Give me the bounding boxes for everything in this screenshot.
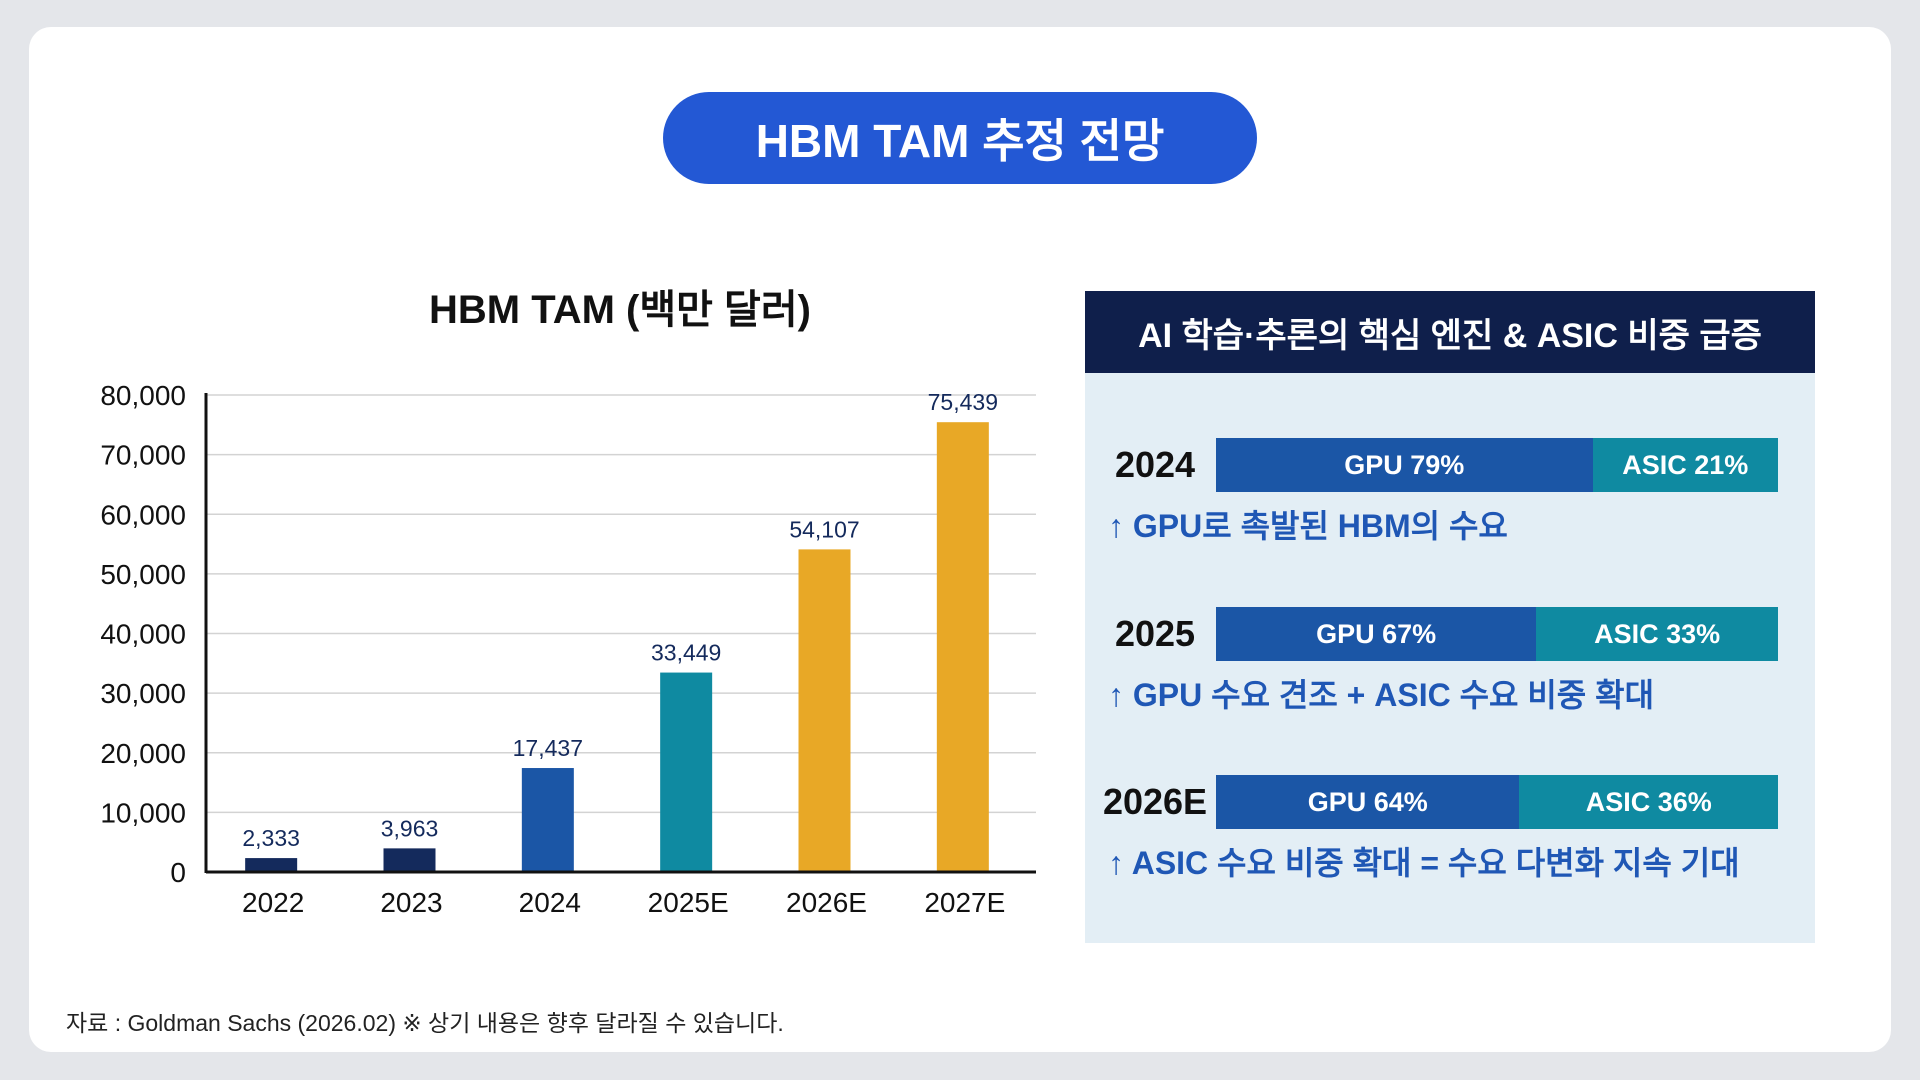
data-label: 33,449 <box>651 640 721 666</box>
gpu-segment: GPU 79% <box>1216 438 1593 492</box>
x-tick-label: 2026E <box>786 887 867 918</box>
share-bar-2026e: GPU 64% ASIC 36% <box>1216 775 1778 829</box>
row-note-2024: ↑ GPU로 촉발된 HBM의 수요 <box>1108 508 1508 544</box>
row-year-2024: 2024 <box>1114 444 1196 485</box>
bar <box>383 848 436 872</box>
y-tick-label: 50,000 <box>100 559 186 590</box>
y-tick-label: 40,000 <box>100 619 186 650</box>
x-tick-label: 2022 <box>242 887 304 918</box>
y-tick-label: 10,000 <box>100 797 186 828</box>
data-label: 2,333 <box>242 825 300 851</box>
asic-segment: ASIC 21% <box>1592 438 1778 492</box>
chart-title: HBM TAM (백만 달러) <box>429 288 811 332</box>
gpu-segment: GPU 64% <box>1216 775 1520 829</box>
x-tick-label: 2024 <box>519 887 581 918</box>
y-tick-label: 80,000 <box>100 380 186 411</box>
row-note-2026e: ↑ ASIC 수요 비중 확대 = 수요 다변화 지속 기대 <box>1108 845 1740 881</box>
data-label: 54,107 <box>789 516 859 542</box>
data-label: 17,437 <box>513 735 583 761</box>
y-tick-label: 70,000 <box>100 440 186 471</box>
row-year-2025: 2025 <box>1114 613 1196 654</box>
y-tick-label: 20,000 <box>100 738 186 769</box>
data-label: 3,963 <box>381 815 439 841</box>
x-tick-label: 2027E <box>924 887 1005 918</box>
page-title: HBM TAM 추정 전망 <box>663 92 1257 184</box>
share-bar-2024: GPU 79% ASIC 21% <box>1216 438 1778 492</box>
data-label: 75,439 <box>928 389 998 415</box>
row-note-2025: ↑ GPU 수요 견조 + ASIC 수요 비중 확대 <box>1108 677 1655 713</box>
gpu-segment: GPU 67% <box>1216 607 1537 661</box>
x-tick-label: 2025E <box>648 887 729 918</box>
bar <box>521 768 574 872</box>
asic-segment: ASIC 33% <box>1536 607 1778 661</box>
bar <box>798 549 851 872</box>
bar <box>245 858 298 872</box>
panel-header: AI 학습·추론의 핵심 엔진 & ASIC 비중 급증 <box>1085 291 1815 373</box>
bar <box>936 422 989 872</box>
y-tick-label: 60,000 <box>100 499 186 530</box>
row-year-2026e: 2026E <box>1102 781 1208 822</box>
asic-segment: ASIC 36% <box>1519 775 1778 829</box>
share-bar-2025: GPU 67% ASIC 33% <box>1216 607 1778 661</box>
source-note: 자료 : Goldman Sachs (2026.02) ※ 상기 내용은 향후… <box>66 1010 784 1036</box>
y-tick-label: 0 <box>170 857 186 888</box>
bar <box>660 672 713 872</box>
x-tick-label: 2023 <box>380 887 442 918</box>
y-tick-label: 30,000 <box>100 678 186 709</box>
